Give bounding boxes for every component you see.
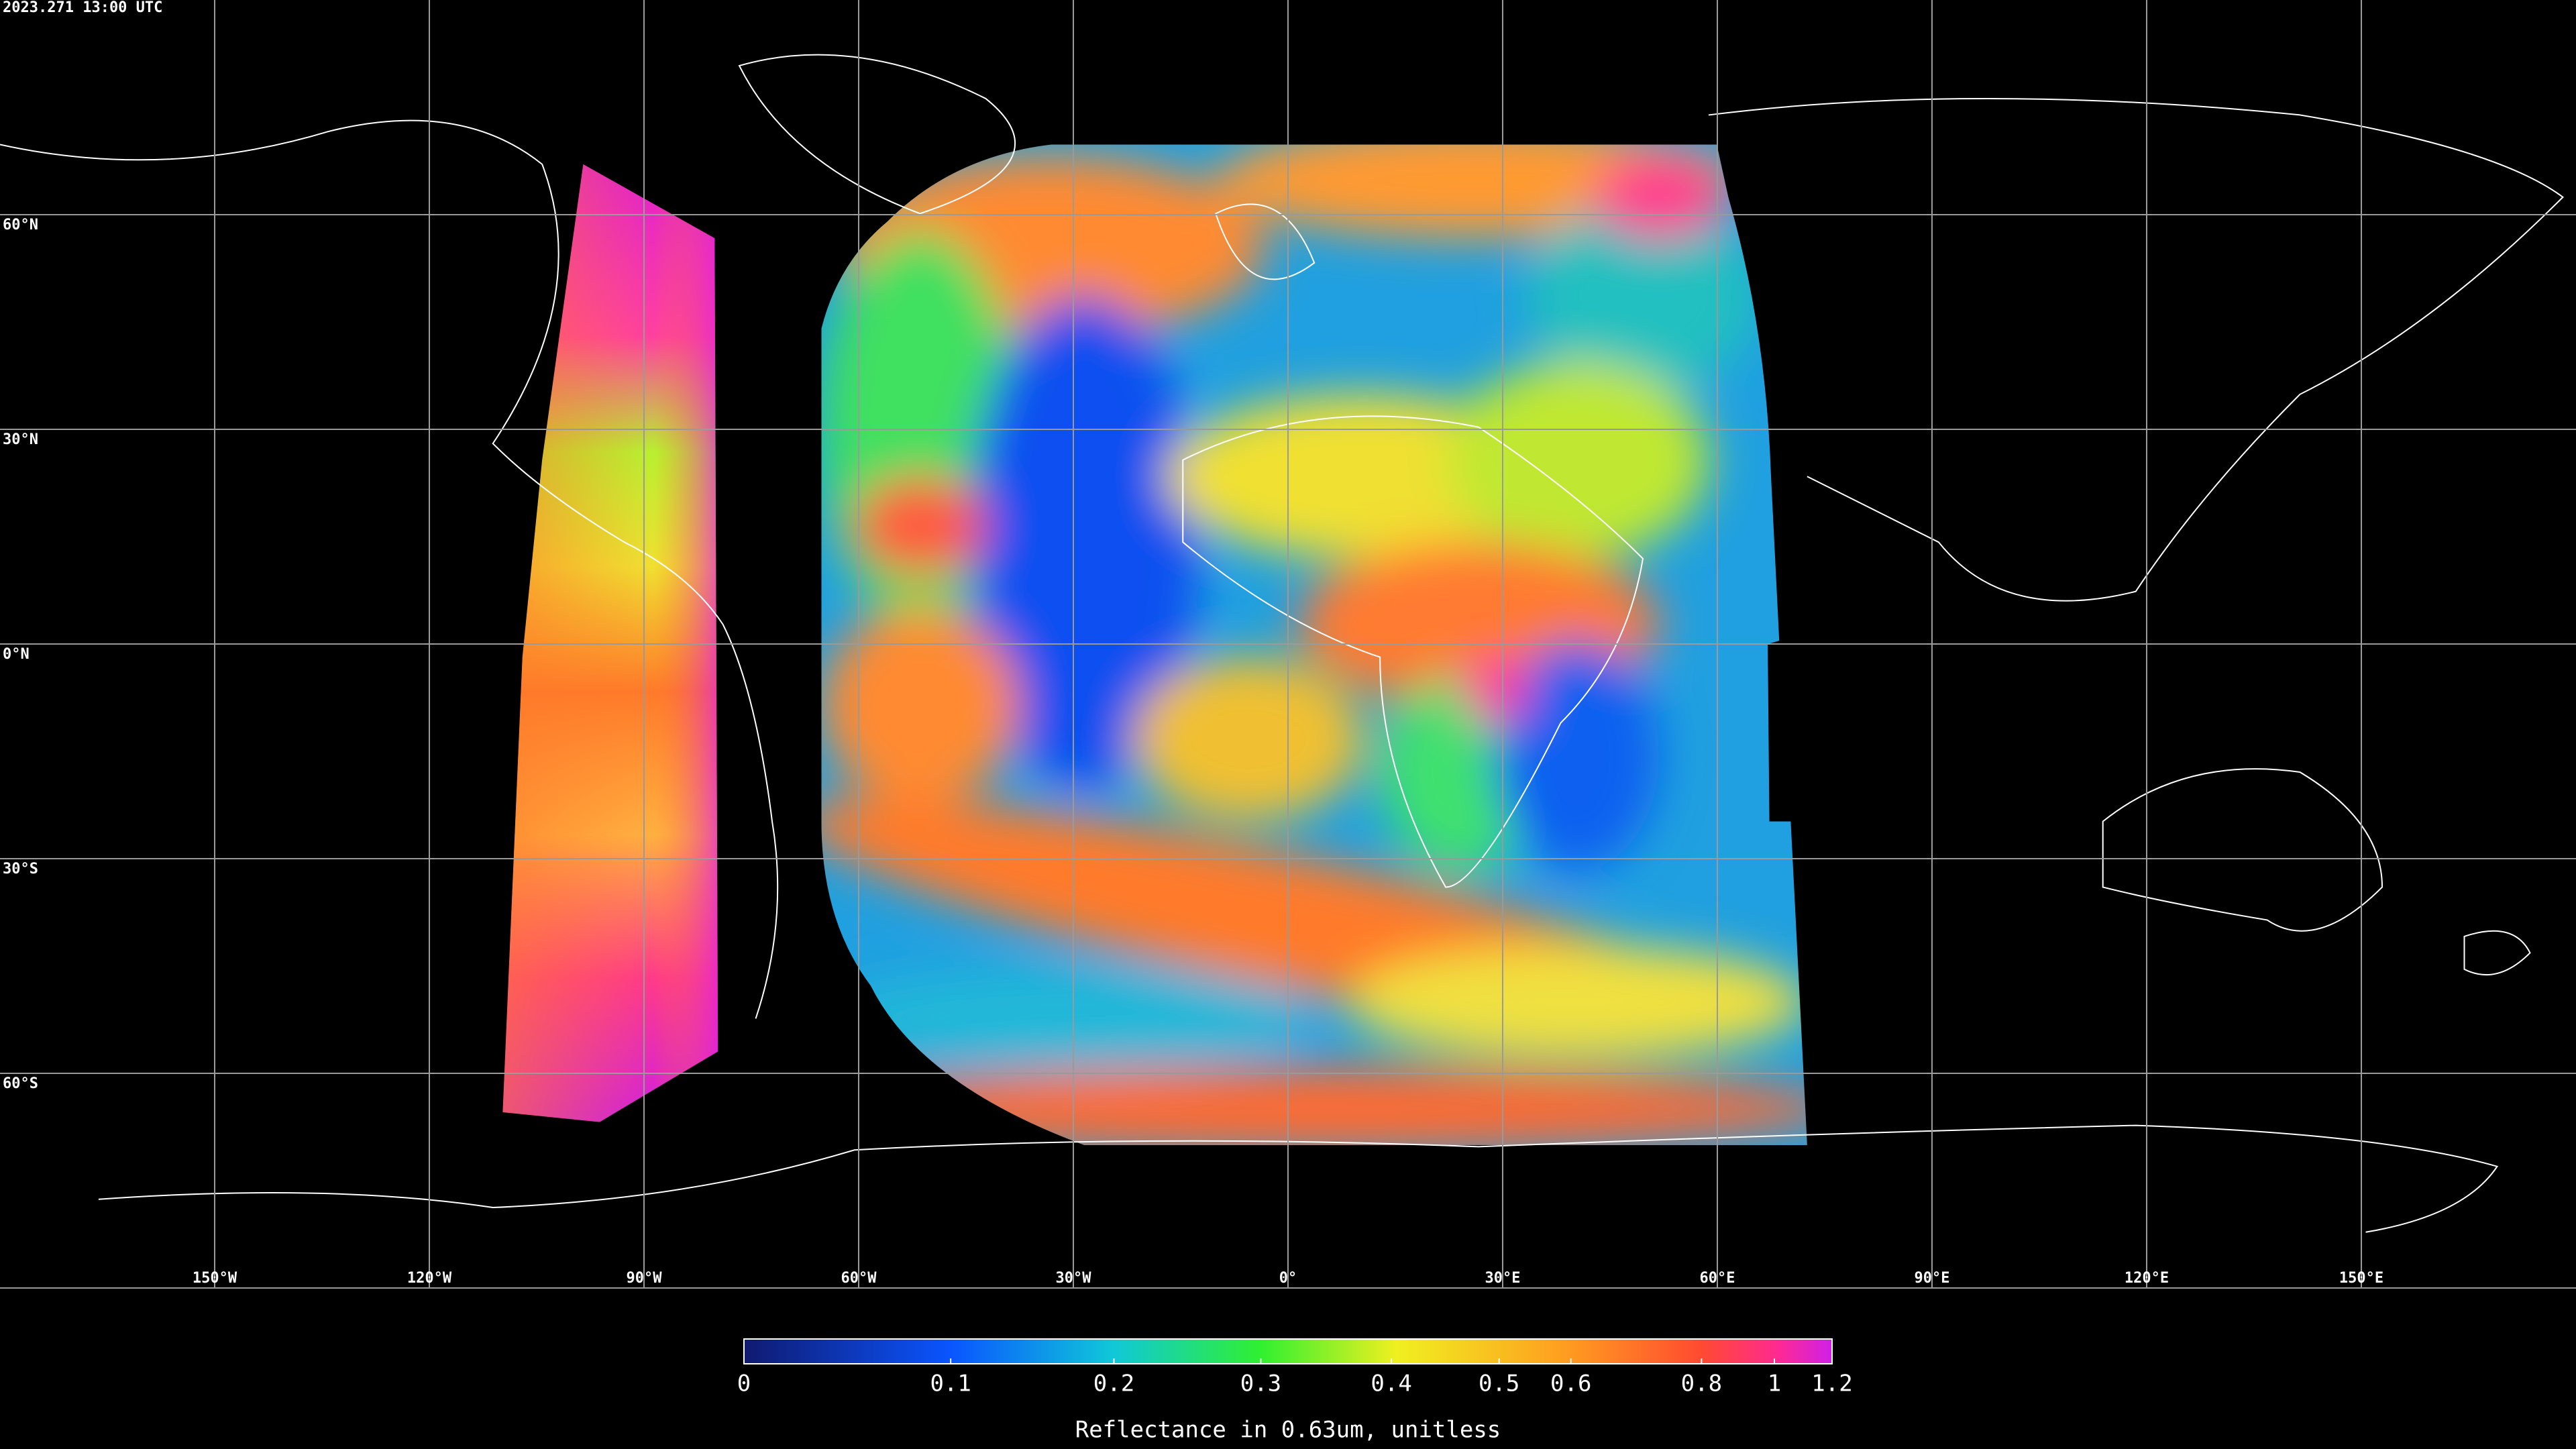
lon-label: 0° [1279, 1270, 1297, 1287]
colorbar-title: Reflectance in 0.63um, unitless [1075, 1417, 1501, 1444]
colorbar-tick-label: 1 [1768, 1371, 1781, 1397]
lat-label: 0°N [3, 646, 30, 663]
colorbar-tick-label: 0.1 [930, 1371, 971, 1397]
lat-label: 60°S [3, 1075, 38, 1092]
colorbar-tick-label: 0.6 [1550, 1371, 1591, 1397]
colorbar-tick-label: 0.8 [1681, 1371, 1722, 1397]
lon-label: 30°W [1056, 1270, 1092, 1287]
colorbar-tick-label: 0.3 [1240, 1371, 1281, 1397]
satellite-imagery [0, 55, 2563, 1232]
lon-label: 120°W [407, 1270, 452, 1287]
colorbar-tick-label: 0.4 [1371, 1371, 1411, 1397]
colorbar-tick-label: 1.2 [1811, 1371, 1852, 1397]
lon-label: 60°W [841, 1270, 877, 1287]
colorbar-tick-label: 0.2 [1093, 1371, 1134, 1397]
colorbar-tick-label: 0.5 [1479, 1371, 1519, 1397]
lon-label: 150°E [2339, 1270, 2383, 1287]
lon-label: 90°E [1915, 1270, 1950, 1287]
lon-label: 30°E [1485, 1270, 1521, 1287]
lat-label: 30°S [3, 861, 38, 877]
lon-label: 60°E [1700, 1270, 1735, 1287]
lon-label: 150°W [193, 1270, 237, 1287]
lon-label: 90°W [627, 1270, 663, 1287]
lat-label: 30°N [3, 431, 38, 448]
colorbar [743, 1338, 1833, 1364]
lat-label: 60°N [3, 217, 38, 233]
colorbar-tick-label: 0 [737, 1371, 751, 1397]
timestamp: 2023.271 13:00 UTC [3, 0, 162, 16]
labels: 60°N 30°N 0°N 30°S 60°S 150°W 120°W 90°W 60°W 30°… [3, 217, 2383, 1287]
lon-label: 120°E [2125, 1270, 2169, 1287]
graticule [0, 0, 2576, 1289]
